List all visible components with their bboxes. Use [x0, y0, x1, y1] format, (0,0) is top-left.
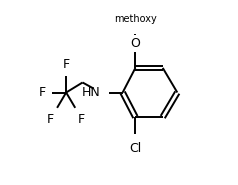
Text: HN: HN — [82, 86, 101, 99]
Text: F: F — [78, 112, 85, 126]
Text: F: F — [47, 112, 54, 126]
Text: F: F — [63, 58, 70, 71]
Text: methoxy: methoxy — [114, 14, 157, 24]
Text: O: O — [130, 37, 140, 50]
Text: F: F — [39, 86, 46, 99]
Text: Cl: Cl — [129, 142, 142, 155]
